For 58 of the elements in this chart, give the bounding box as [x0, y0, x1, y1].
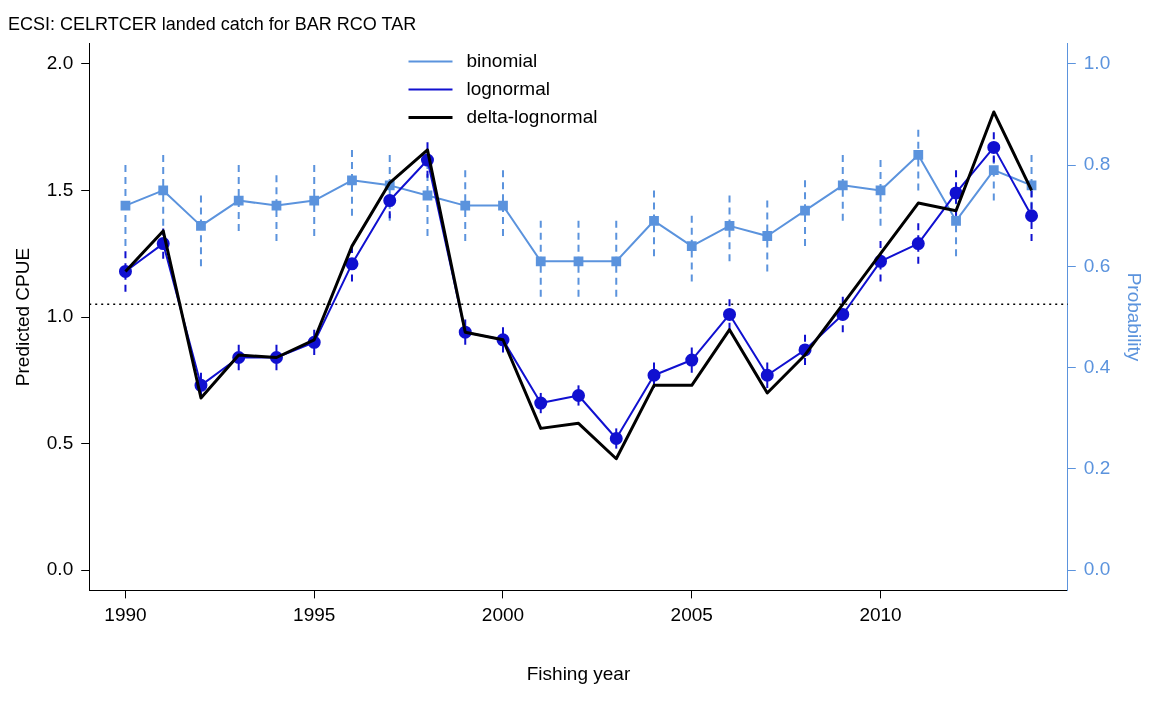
- y2-tick-label: 0.6: [1083, 254, 1111, 276]
- point: [760, 368, 774, 382]
- chart-title: ECSI: CELRTCER landed catch for BAR RCO TAR: [8, 13, 417, 34]
- y-tick-label: 2.0: [46, 52, 74, 74]
- y2-tick-label: 0.8: [1083, 153, 1111, 175]
- point: [647, 368, 661, 382]
- point: [1025, 209, 1039, 223]
- x-tick-label: 1995: [293, 604, 336, 626]
- point: [196, 220, 206, 231]
- y-axis-title: Predicted CPUE: [11, 247, 33, 387]
- point: [723, 307, 737, 321]
- point: [949, 186, 963, 200]
- point: [309, 195, 320, 206]
- y-tick-label: 0.0: [46, 558, 74, 580]
- point: [685, 353, 699, 367]
- point: [345, 257, 359, 271]
- legend-label: delta-lognormal: [466, 105, 598, 127]
- point: [535, 256, 546, 267]
- y-tick-label: 1.0: [46, 305, 74, 327]
- x-tick-label: 2005: [670, 604, 713, 626]
- y2-tick-label: 0.0: [1083, 558, 1111, 580]
- y2-axis-title: Probability: [1124, 272, 1146, 362]
- point: [762, 231, 773, 241]
- x-tick-label: 1990: [104, 604, 147, 626]
- point: [347, 175, 357, 186]
- point: [837, 180, 848, 191]
- point: [572, 388, 585, 402]
- point: [649, 215, 659, 226]
- point: [233, 195, 244, 206]
- point: [460, 200, 471, 211]
- point: [534, 396, 548, 410]
- point: [800, 205, 810, 216]
- point: [836, 307, 850, 321]
- x-tick-label: 2010: [859, 604, 902, 626]
- y-tick-label: 0.5: [46, 431, 74, 453]
- point: [271, 200, 282, 211]
- point: [383, 194, 397, 208]
- x-axis-title: Fishing year: [526, 662, 631, 684]
- legend-label: lognormal: [466, 77, 550, 99]
- point: [158, 185, 169, 196]
- y2-tick-label: 1.0: [1083, 52, 1111, 74]
- point: [609, 432, 623, 446]
- point: [951, 215, 961, 226]
- point: [573, 256, 584, 267]
- point: [913, 150, 924, 160]
- x-tick-label: 2000: [481, 604, 525, 626]
- point: [988, 165, 999, 176]
- point: [911, 237, 925, 251]
- point: [724, 220, 735, 231]
- y2-tick-label: 0.2: [1083, 457, 1111, 479]
- point: [498, 200, 508, 211]
- legend-label: binomial: [466, 49, 538, 71]
- point: [611, 256, 622, 267]
- point: [120, 200, 131, 211]
- point: [987, 140, 1001, 154]
- y2-tick-label: 0.4: [1083, 355, 1111, 377]
- point: [686, 241, 697, 252]
- y-tick-label: 1.5: [46, 178, 74, 200]
